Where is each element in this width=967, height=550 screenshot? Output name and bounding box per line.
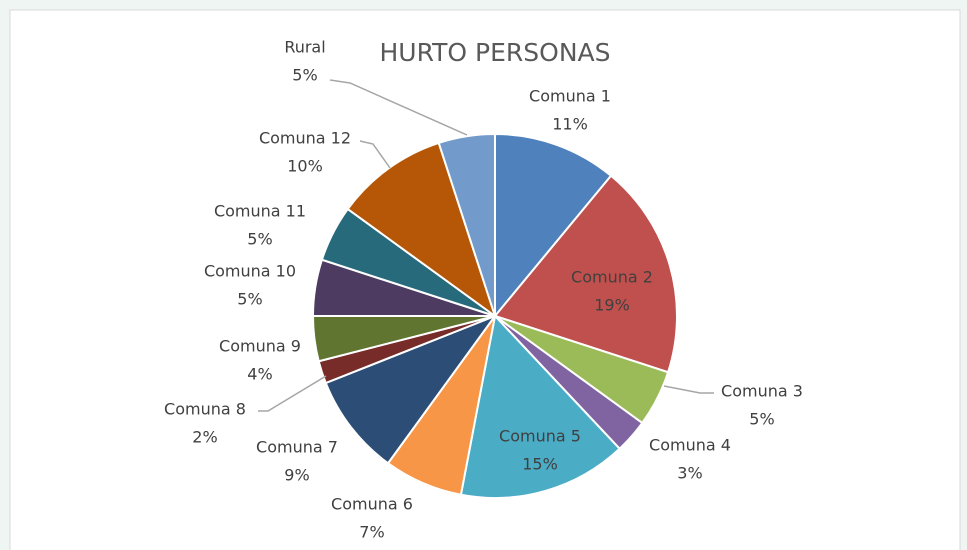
slice-value: 5% bbox=[292, 66, 317, 85]
slice-label: Comuna 2 bbox=[571, 268, 653, 287]
pie-slice bbox=[437, 132, 496, 317]
chart-title: HURTO PERSONAS bbox=[379, 38, 610, 67]
pie-slice bbox=[459, 313, 622, 499]
slice-value: 7% bbox=[359, 523, 384, 542]
slice-value: 10% bbox=[287, 157, 323, 176]
slice-value: 5% bbox=[749, 410, 774, 429]
slice-value: 5% bbox=[237, 290, 262, 309]
slice-value: 2% bbox=[192, 428, 217, 447]
slice-label: Comuna 1 bbox=[529, 87, 611, 106]
slice-label: Comuna 12 bbox=[259, 129, 351, 148]
slice-value: 11% bbox=[552, 115, 588, 134]
slice-value: 15% bbox=[522, 455, 558, 474]
slice-label: Comuna 8 bbox=[164, 400, 246, 419]
pie-slice bbox=[346, 141, 497, 319]
slice-label: Comuna 6 bbox=[331, 495, 413, 514]
slice-value: 3% bbox=[677, 464, 702, 483]
slice-label: Comuna 7 bbox=[256, 438, 338, 457]
pie-slice bbox=[494, 132, 613, 319]
leader-line bbox=[359, 140, 391, 169]
leader-line bbox=[329, 79, 468, 136]
slice-label: Comuna 5 bbox=[499, 427, 581, 446]
slice-label: Rural bbox=[284, 38, 325, 57]
pie-slice bbox=[324, 313, 498, 465]
slice-value: 19% bbox=[594, 296, 630, 315]
slice-value: 4% bbox=[247, 365, 272, 384]
slice-label: Comuna 3 bbox=[721, 382, 803, 401]
slice-value: 5% bbox=[247, 230, 272, 249]
slice-label: Comuna 10 bbox=[204, 262, 296, 281]
slice-label: Comuna 11 bbox=[214, 202, 306, 221]
slice-value: 9% bbox=[284, 466, 309, 485]
pie-slice bbox=[493, 174, 678, 374]
slice-label: Comuna 4 bbox=[649, 436, 731, 455]
leader-line bbox=[258, 375, 327, 412]
slice-label: Comuna 9 bbox=[219, 337, 301, 356]
leader-line bbox=[663, 385, 714, 394]
